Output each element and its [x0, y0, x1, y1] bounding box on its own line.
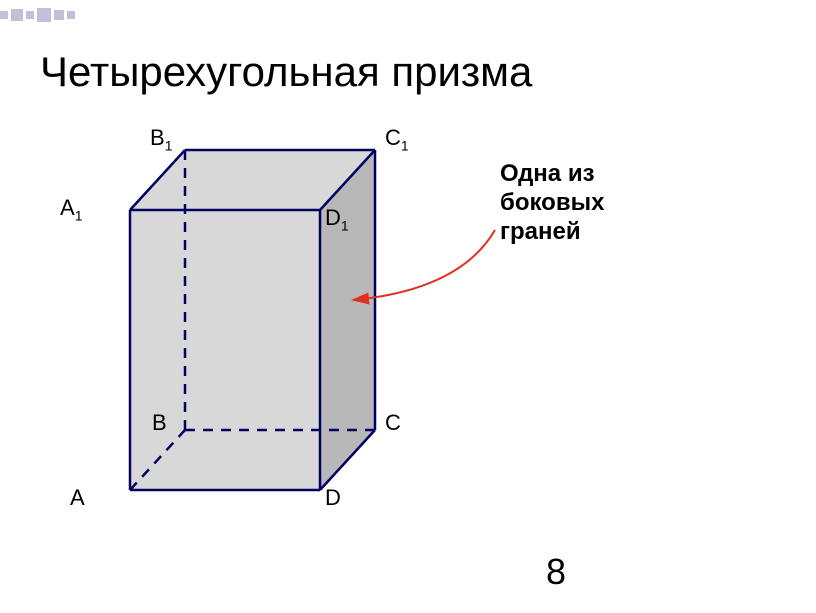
caption-line: граней: [500, 218, 581, 245]
prism-diagram: ABCDA1B1C1D1: [90, 120, 410, 540]
vertex-label: D: [325, 485, 341, 511]
vertex-label: B: [152, 410, 167, 436]
vertex-label: C1: [385, 125, 409, 153]
vertex-label: C: [385, 410, 401, 436]
deco-square: [11, 9, 23, 21]
page-number: 8: [546, 551, 566, 593]
deco-square: [67, 11, 75, 19]
vertex-label: B1: [150, 125, 172, 153]
caption-line: боковых: [500, 189, 604, 216]
decoration-squares: [0, 8, 75, 22]
vertex-label: D1: [325, 205, 349, 233]
vertex-label: A: [70, 485, 85, 511]
caption-line: Одна из: [500, 160, 595, 187]
vertex-label: A1: [60, 195, 82, 223]
face-caption: Одна из боковых граней: [500, 160, 604, 246]
prism-svg: [90, 120, 410, 540]
deco-square: [54, 10, 64, 20]
deco-square: [37, 8, 51, 22]
deco-square: [0, 11, 8, 19]
page-title: Четырехугольная призма: [40, 48, 532, 96]
deco-square: [26, 11, 34, 19]
